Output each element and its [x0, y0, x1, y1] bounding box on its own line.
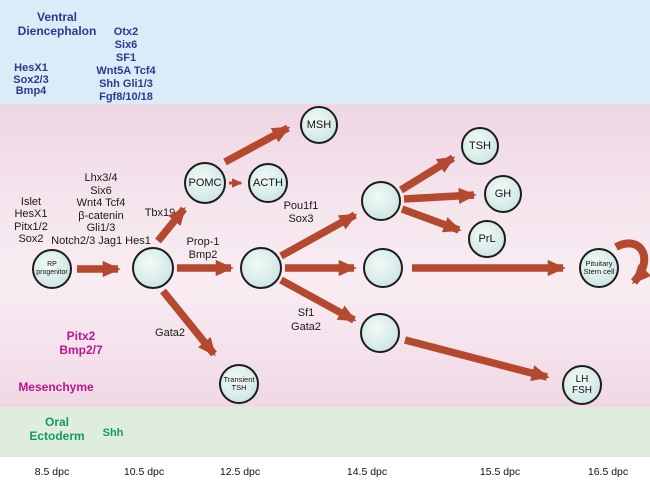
node-progenitor-early	[132, 247, 174, 289]
mesenchyme-band	[0, 104, 650, 407]
oral-ectoderm-title: Oral Ectoderm	[29, 415, 85, 443]
node-tsh: TSH	[461, 127, 499, 165]
node-pomc: POMC	[184, 162, 226, 204]
timeline-label-1: 10.5 dpc	[123, 466, 165, 478]
node-label-gh: GH	[494, 187, 512, 200]
ventral-diencephalon-title: Ventral Diencephalon	[17, 10, 97, 38]
timeline-label-4: 15.5 dpc	[479, 466, 521, 478]
node-gh: GH	[484, 175, 522, 213]
node-label-prl: PrL	[478, 232, 496, 245]
node-label-lh-fsh: LH FSH	[572, 374, 592, 396]
ventral-diencephalon-genes-left: HesX1 Sox2/3 Bmp4	[13, 62, 49, 98]
progenitor-genes: Lhx3/4 Six6 Wnt4 Tcf4 β-catenin Gli1/3 N…	[51, 172, 151, 247]
prop1-bmp2-label: Prop-1 Bmp2	[186, 236, 220, 261]
node-progenitor-mid	[240, 247, 282, 289]
node-label-transient-tsh: Transient TSH	[223, 374, 255, 392]
ventral-diencephalon-band	[0, 0, 650, 104]
timeline-label-2: 12.5 dpc	[219, 466, 261, 478]
early-progenitor-genes: Islet HesX1 Pitx1/2 Sox2	[14, 196, 48, 245]
node-prl: PrL	[468, 220, 506, 258]
pitx2-bmp27-label: Pitx2 Bmp2/7	[59, 329, 103, 357]
tbx19-label: Tbx19	[144, 207, 176, 219]
node-pit1-precursor	[361, 181, 401, 221]
node-stem-precursor	[363, 248, 403, 288]
node-acth: ACTH	[248, 163, 288, 203]
node-transient-tsh: Transient TSH	[219, 364, 259, 404]
timeline-label-5: 16.5 dpc	[587, 466, 629, 478]
node-label-acth: ACTH	[253, 176, 283, 189]
gata2-label: Gata2	[155, 327, 185, 339]
timeline-label-3: 14.5 dpc	[346, 466, 388, 478]
node-lh-fsh: LH FSH	[562, 365, 602, 405]
timeline-band	[0, 457, 650, 481]
node-label-pituitary-stem: Pituitary Stem cell	[583, 258, 615, 276]
node-label-rp-progenitor: RP progenitor	[36, 261, 68, 276]
sf1-gata2-label: Sf1 Gata2	[291, 307, 321, 333]
pou1f1-sox3-label: Pou1f1 Sox3	[283, 200, 319, 225]
node-msh: MSH	[300, 106, 338, 144]
shh-label: Shh	[102, 427, 124, 439]
node-label-msh: MSH	[306, 118, 332, 131]
node-label-pomc: POMC	[188, 176, 222, 189]
node-gonadotrope-precursor	[360, 313, 400, 353]
mesenchyme-title: Mesenchyme	[18, 380, 94, 394]
oral-ectoderm-band	[0, 407, 650, 457]
ventral-diencephalon-genes-center: Otx2 Six6 SF1 Wnt5A Tcf4 Shh Gli1/3 Fgf8…	[96, 26, 156, 103]
node-pituitary-stem: Pituitary Stem cell	[579, 248, 619, 288]
timeline-label-0: 8.5 dpc	[34, 466, 70, 478]
node-rp-progenitor: RP progenitor	[32, 249, 72, 289]
node-label-tsh: TSH	[469, 139, 491, 152]
